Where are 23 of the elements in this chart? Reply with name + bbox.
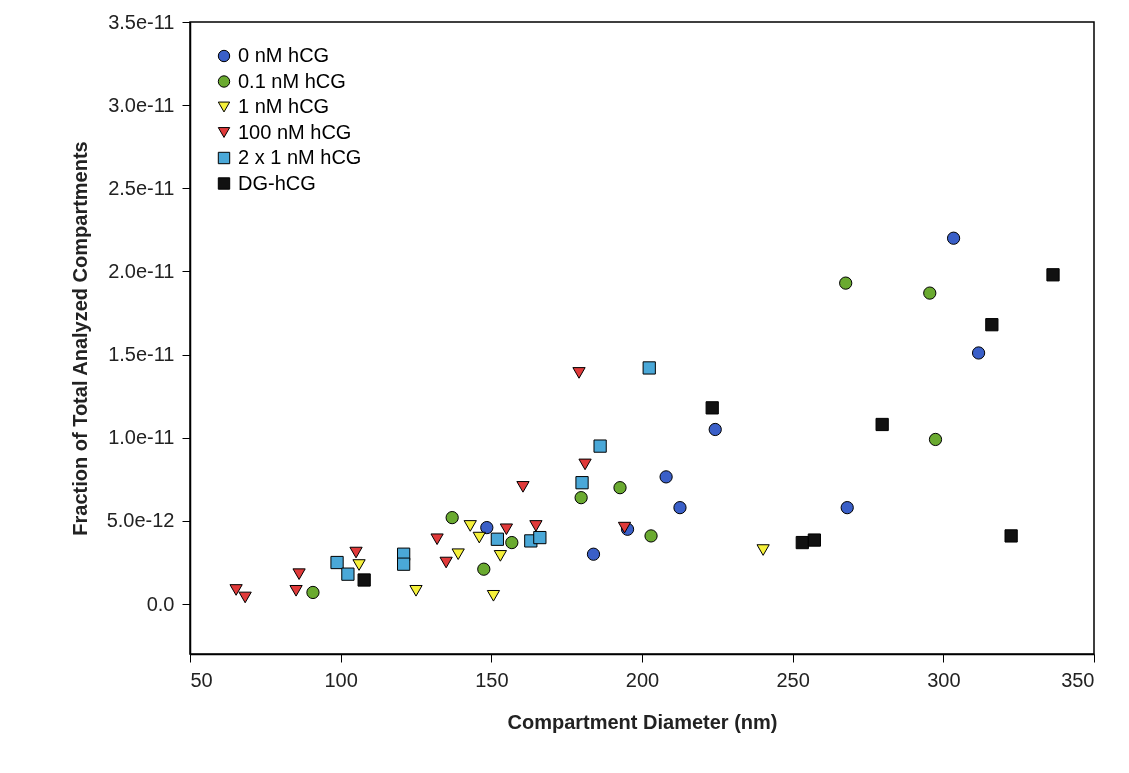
legend-label: 2 x 1 nM hCG (238, 146, 362, 168)
legend-label: 0.1 nM hCG (238, 69, 346, 92)
x-tick-label: 350 (1061, 668, 1095, 691)
y-tick-label: 3.0e-11 (108, 93, 175, 116)
x-tick-label: 50 (190, 668, 213, 691)
y-tick-label: 1.0e-11 (108, 426, 175, 449)
y-tick-label: 2.0e-11 (108, 259, 175, 282)
legend-label: 1 nM hCG (238, 95, 330, 117)
x-tick-label: 250 (776, 668, 810, 691)
y-tick-label: 2.5e-11 (108, 176, 175, 199)
y-tick-label: 1.5e-11 (108, 343, 175, 366)
y-axis-title: Fraction of Total Analyzed Compartments (68, 141, 91, 536)
legend-label: 0 nM hCG (238, 44, 330, 66)
legend-label: DG-hCG (238, 171, 316, 194)
x-axis-title: Compartment Diameter (nm) (507, 710, 778, 733)
y-tick-label: 3.5e-11 (108, 10, 175, 33)
x-tick-label: 100 (324, 668, 358, 691)
x-tick-label: 300 (927, 668, 961, 691)
legend-label: 100 nM hCG (238, 120, 352, 143)
x-tick-label: 200 (625, 668, 660, 691)
y-tick-label: 0.0 (146, 592, 175, 615)
x-tick-label: 150 (475, 668, 509, 691)
y-tick-label: 5.0e-12 (106, 509, 175, 532)
